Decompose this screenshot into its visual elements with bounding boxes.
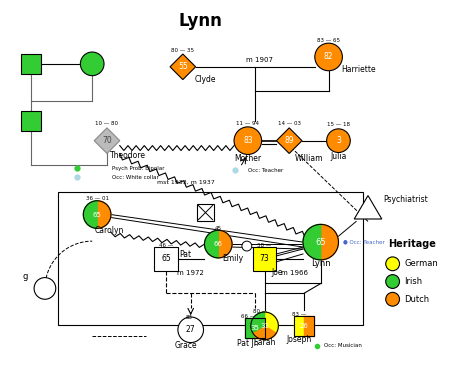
Text: Occ: Musician: Occ: Musician [324,343,362,348]
Polygon shape [276,128,302,154]
Text: Psychiatrist: Psychiatrist [383,195,428,204]
Text: 3: 3 [336,136,341,145]
Polygon shape [253,326,276,340]
Bar [58,192,363,325]
Text: mst 1933, m 1937: mst 1933, m 1937 [157,179,215,185]
Text: 89: 89 [284,136,294,145]
Text: 45: 45 [215,226,222,231]
Text: 55: 55 [178,62,188,71]
Polygon shape [219,230,232,258]
Polygon shape [354,196,382,219]
Circle shape [327,129,350,152]
Text: 27: 27 [186,325,195,334]
Text: Occ: Teacher: Occ: Teacher [248,168,283,173]
Text: Julia: Julia [330,152,346,161]
Text: 15 — 18: 15 — 18 [327,122,350,127]
Text: 83: 83 [243,136,253,145]
Text: Joseph: Joseph [286,335,312,344]
Circle shape [386,292,400,306]
Text: Pat Jr.: Pat Jr. [237,339,259,348]
Text: 65: 65 [161,254,171,263]
Text: m 1907: m 1907 [246,57,273,63]
Text: German: German [404,259,438,268]
Text: Lynn: Lynn [179,11,222,30]
Text: 73: 73 [260,254,269,263]
Bar [21,54,41,74]
Text: 65: 65 [93,212,101,218]
Bar [245,318,264,338]
Circle shape [386,275,400,289]
Polygon shape [97,201,111,228]
Text: 10 — 80: 10 — 80 [95,121,118,127]
Bar [197,204,214,221]
Polygon shape [204,230,219,258]
Text: Mother: Mother [234,154,261,163]
Text: Emily: Emily [222,254,243,263]
Polygon shape [245,318,255,338]
Text: 38 —: 38 — [257,243,272,248]
Text: 80 —: 80 — [253,309,267,314]
Circle shape [34,278,56,299]
Text: Carolyn: Carolyn [94,226,124,235]
Polygon shape [170,54,196,80]
Text: Dutch: Dutch [404,295,429,304]
Circle shape [81,52,104,76]
Polygon shape [251,312,264,333]
Text: 26: 26 [300,323,309,329]
Text: 65: 65 [315,238,326,247]
Circle shape [178,317,203,343]
Text: Pat: Pat [179,250,191,259]
Circle shape [234,127,262,154]
Text: 35: 35 [250,325,259,331]
Circle shape [386,257,400,271]
Text: Grace: Grace [174,341,197,350]
Polygon shape [94,128,120,154]
Polygon shape [304,316,314,336]
Text: 14 — 03: 14 — 03 [278,121,301,127]
Text: Heritage: Heritage [388,239,436,249]
Text: Irish: Irish [404,277,423,286]
Text: 83 — 65: 83 — 65 [317,38,340,43]
Text: m 1966: m 1966 [281,270,308,276]
Circle shape [315,43,342,71]
Text: 83 —: 83 — [292,312,306,316]
Text: 70: 70 [102,136,112,145]
Text: Lynn: Lynn [311,259,330,268]
Circle shape [242,241,252,251]
Text: Harriette: Harriette [341,65,376,74]
Polygon shape [264,312,278,333]
Bar [21,111,41,131]
Polygon shape [294,316,304,336]
Polygon shape [255,318,264,338]
Text: Occ: White collar: Occ: White collar [112,175,159,179]
Text: Joe: Joe [272,268,283,277]
Text: Sarah: Sarah [254,338,276,347]
Polygon shape [303,224,321,260]
Text: 46 —: 46 — [159,243,173,248]
Bar [253,247,276,271]
Text: 11 — 94: 11 — 94 [237,121,259,127]
Text: 66 —: 66 — [241,313,255,319]
Text: g: g [23,272,28,281]
Bar [154,247,178,271]
Text: 66: 66 [214,241,223,247]
Polygon shape [83,201,97,228]
Text: 82: 82 [324,53,333,61]
Text: 36 — 01: 36 — 01 [86,196,109,201]
Text: 80 — 35: 80 — 35 [171,48,194,53]
Text: Theodore: Theodore [110,151,146,160]
Text: Clyde: Clyde [195,75,216,84]
Text: William: William [295,154,324,163]
Text: m 1972: m 1972 [177,270,204,276]
Text: 31: 31 [260,323,269,329]
Text: Psych Prob: Bipolar: Psych Prob: Bipolar [112,166,164,171]
Text: ● Occ: Teacher: ● Occ: Teacher [343,240,385,245]
Bar [294,316,314,336]
Polygon shape [321,224,338,260]
Text: 83: 83 [186,316,193,320]
